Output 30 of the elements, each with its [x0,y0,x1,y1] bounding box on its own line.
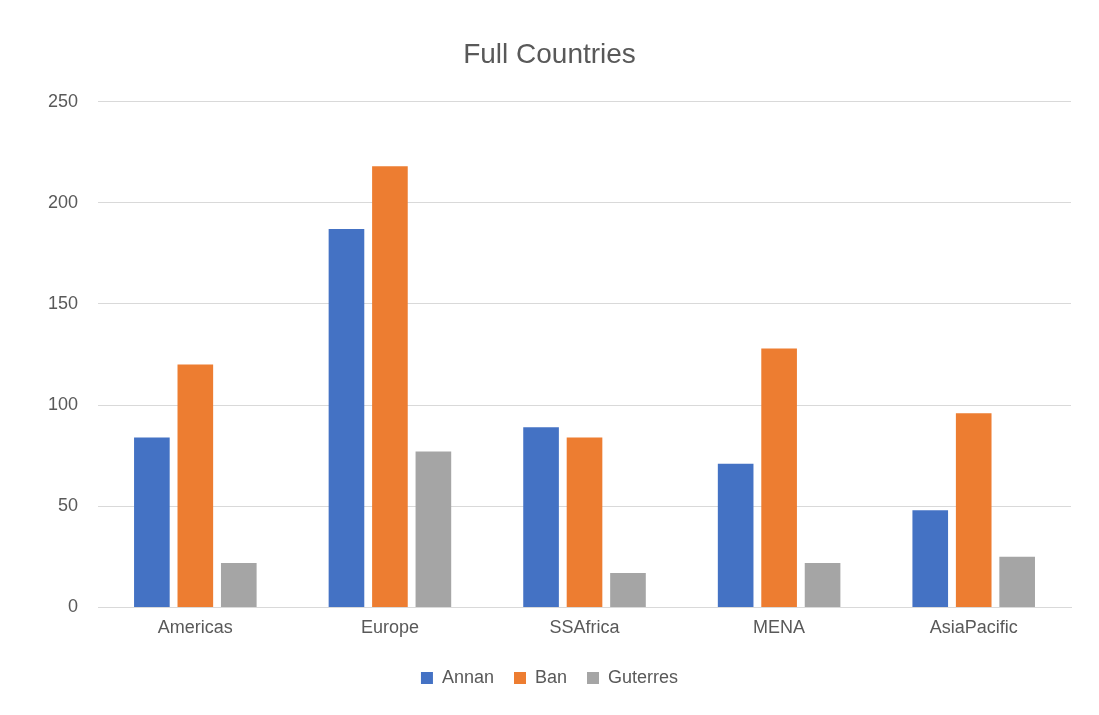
x-tick-label: MENA [753,617,806,638]
bar [804,562,841,607]
y-tick-label: 200 [47,191,79,212]
y-tick-label: 150 [47,292,79,313]
legend-label: Ban [535,666,568,687]
bar [328,229,365,607]
y-tick-label: 250 [47,90,79,111]
bar [717,463,754,607]
bar [566,437,603,607]
bar [415,451,452,607]
y-tick-label: 0 [68,596,79,617]
x-tick-label: Europe [360,617,419,638]
x-tick-label: Americas [157,617,233,638]
bar [177,364,214,607]
bar [912,510,949,607]
bar [610,573,646,607]
legend-label: Annan [441,666,495,687]
bar [372,166,408,607]
bar [955,413,992,607]
x-tick-label: AsiaPacific [929,617,1018,638]
bar [523,427,559,607]
y-tick-label: 100 [47,394,79,415]
bar [761,348,797,607]
bar [999,556,1035,607]
y-tick-label: 50 [58,495,79,516]
legend-label: Guterres [608,666,679,687]
bar [134,437,170,607]
bar [220,562,257,607]
x-tick-label: SSAfrica [549,617,621,638]
chart-title: Full Countries [463,37,636,69]
